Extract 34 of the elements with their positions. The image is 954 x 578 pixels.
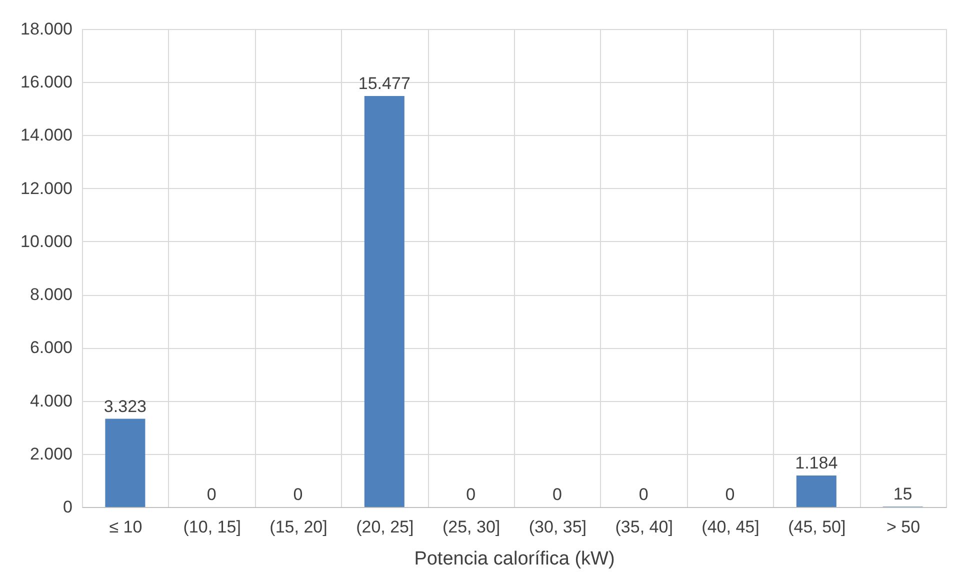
x-tick-label: (25, 30]	[442, 518, 500, 536]
bar	[105, 418, 146, 507]
x-tick-label: (40, 45]	[702, 518, 760, 536]
y-tick-label: 8.000	[30, 285, 72, 304]
x-tick-label: (35, 40]	[615, 518, 673, 536]
x-tick-label: (30, 35]	[528, 518, 587, 536]
data-label: 0	[293, 485, 303, 504]
data-label: 15	[893, 484, 912, 504]
data-label: 1.184	[795, 454, 838, 473]
x-tick-label: (20, 25]	[356, 518, 414, 536]
data-label: 0	[552, 485, 562, 504]
y-tick-label: 18.000	[20, 20, 72, 38]
data-label: 15.477	[358, 74, 410, 93]
y-tick-label: 0	[63, 498, 72, 516]
x-axis-title: Potencia calorífica (kW)	[414, 548, 615, 570]
x-tick-label: (10, 15]	[183, 518, 241, 536]
y-tick-label: 12.000	[20, 178, 72, 198]
x-tick-label: > 50	[886, 518, 920, 536]
x-tick-label: (15, 20]	[270, 518, 328, 536]
data-label: 0	[466, 485, 476, 504]
y-tick-label: 4.000	[30, 391, 72, 410]
y-tick-label: 2.000	[30, 444, 72, 464]
bar	[796, 476, 836, 507]
y-tick-label: 10.000	[20, 232, 72, 251]
x-tick-label: (45, 50]	[788, 518, 846, 536]
data-label: 0	[638, 485, 648, 504]
y-tick-label: 14.000	[20, 126, 72, 145]
data-label: 3.323	[104, 396, 146, 416]
x-tick-label: ≤ 10	[109, 518, 142, 536]
y-tick-label: 16.000	[20, 72, 72, 92]
data-label: 0	[725, 485, 735, 504]
bar	[364, 96, 404, 507]
y-tick-label: 6.000	[30, 338, 72, 358]
data-label: 0	[206, 485, 216, 504]
